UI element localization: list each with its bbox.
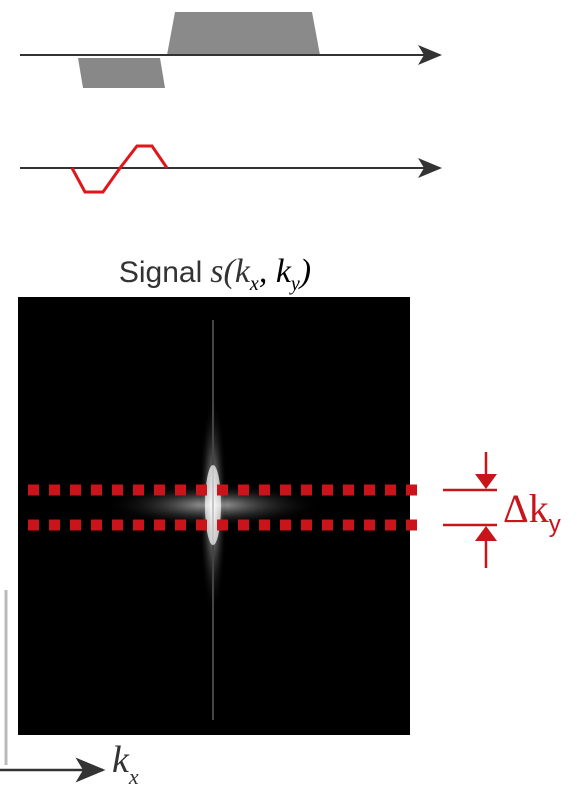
label-part: Δk	[503, 486, 549, 531]
label-part: y	[549, 511, 561, 538]
delta-arrows	[443, 452, 497, 568]
red-waveform	[20, 146, 440, 192]
label-part: x	[128, 764, 139, 789]
delta-label: Δky	[503, 486, 561, 538]
diagram: Signals(kx, ky) Δky kx	[0, 0, 584, 793]
label-part: , k	[259, 253, 292, 290]
kspace-image	[18, 297, 410, 735]
label-part: )	[298, 253, 311, 290]
label-part: Signal	[119, 256, 202, 289]
axis-label: kx	[112, 739, 139, 789]
label-part: s(k	[210, 253, 251, 290]
label-part: x	[249, 273, 259, 295]
label-part: k	[112, 739, 130, 781]
gradient-waveform	[20, 12, 440, 88]
label-part: y	[289, 273, 300, 295]
